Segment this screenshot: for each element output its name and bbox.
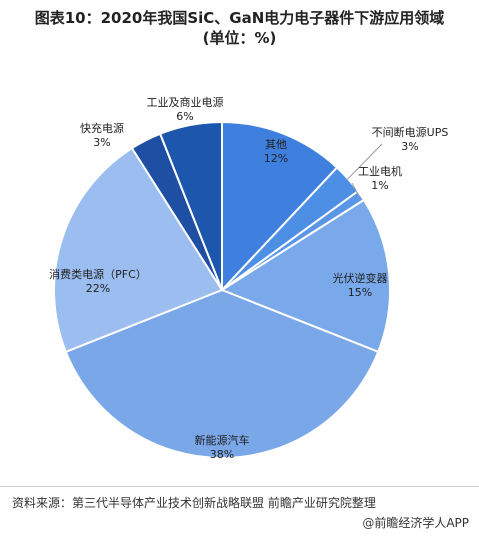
credit-text: 前瞻经济学人APP: [374, 516, 469, 530]
pie-slice: [221, 120, 339, 293]
credit-at: @: [362, 516, 375, 530]
slice-value-label: 12%: [264, 152, 288, 165]
pie-slice: [158, 120, 223, 291]
source-note: 资料来源：第三代半导体产业技术创新战略联盟 前瞻产业研究院整理: [12, 496, 376, 510]
slice-label: 新能源汽车: [195, 433, 250, 447]
footer-divider: [0, 486, 479, 487]
slice-value-label: 1%: [371, 179, 388, 192]
slice-label: 消费类电源（PFC）: [49, 267, 147, 281]
chart-title: 图表10：2020年我国SiC、GaN电力电子器件下游应用领域 (单位：%): [0, 8, 479, 48]
slice-label: 工业电机: [358, 164, 402, 178]
slice-label: 不间断电源UPS: [372, 125, 449, 139]
leader-line: [346, 143, 383, 181]
pie-slice: [64, 288, 380, 459]
pie-slice: [219, 198, 391, 354]
leader-line: [351, 182, 360, 197]
slice-label: 光伏逆变器: [333, 271, 388, 285]
slice-label: 快充电源: [80, 121, 124, 135]
chart-title-line2: (单位：%): [202, 29, 277, 47]
credit: @前瞻经济学人APP: [362, 514, 469, 531]
slice-value-label: 38%: [210, 448, 234, 461]
pie-chart: 其他12%不间断电源UPS3%工业电机1%光伏逆变器15%新能源汽车38%消费类…: [49, 95, 449, 461]
chart-title-line1: 图表10：2020年我国SiC、GaN电力电子器件下游应用领域: [34, 9, 445, 27]
slice-label: 工业及商业电源: [147, 95, 224, 109]
slice-value-label: 3%: [93, 136, 110, 149]
pie-slice: [53, 146, 224, 354]
slice-value-label: 15%: [348, 286, 372, 299]
slice-value-label: 6%: [176, 110, 193, 123]
slice-value-label: 3%: [401, 140, 418, 153]
slice-label: 其他: [265, 138, 287, 151]
slice-value-label: 22%: [86, 282, 110, 295]
